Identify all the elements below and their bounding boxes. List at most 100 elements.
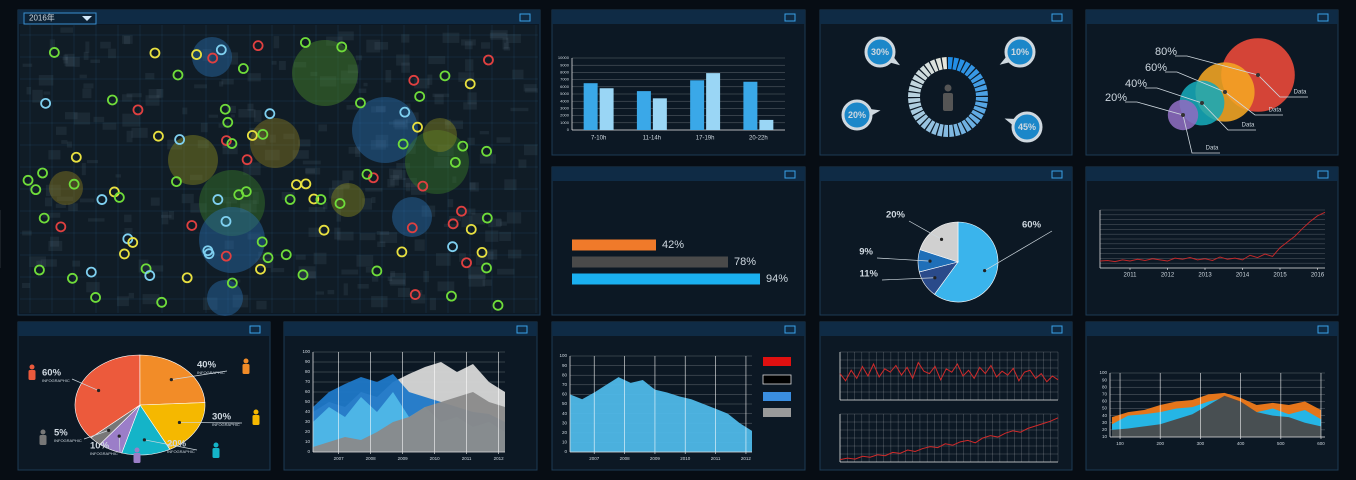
map-block xyxy=(29,256,46,268)
y-tick-label: 1000 xyxy=(560,120,570,125)
bar xyxy=(572,273,760,285)
map-block xyxy=(161,211,169,225)
map-marker xyxy=(119,248,130,260)
map-block xyxy=(496,137,511,143)
map-marker xyxy=(55,221,67,233)
value-label: 5% xyxy=(54,428,68,439)
ring-segment xyxy=(948,57,953,70)
y-tick-label: 10 xyxy=(562,440,568,445)
value-label: 40% xyxy=(197,360,217,371)
panel-header xyxy=(1086,167,1338,181)
y-tick-label: 50 xyxy=(562,401,568,406)
pie-slice xyxy=(74,354,141,439)
map-marker xyxy=(280,249,292,261)
x-tick-label: 7-10h xyxy=(591,136,606,142)
map-block xyxy=(269,134,276,143)
leader-line xyxy=(179,422,243,424)
map-block xyxy=(100,41,111,49)
panel xyxy=(551,9,806,156)
value-label: 30% xyxy=(871,47,889,57)
map-block xyxy=(497,268,515,275)
map-block xyxy=(124,214,132,223)
map-block xyxy=(366,39,381,53)
map-marker xyxy=(172,69,184,81)
map-block xyxy=(432,93,450,98)
map-marker xyxy=(461,257,472,269)
map-block xyxy=(310,71,318,77)
y-tick-label: 90 xyxy=(305,359,311,364)
leader-dot xyxy=(177,420,182,425)
dropdown-arrow xyxy=(82,16,92,21)
y-tick-label: 10 xyxy=(1102,434,1108,439)
map-block xyxy=(264,149,280,161)
bar xyxy=(599,88,614,130)
map-block xyxy=(22,282,31,289)
y-tick-label: 6000 xyxy=(560,84,570,89)
map-block xyxy=(437,145,454,157)
dropdown-box[interactable] xyxy=(23,12,97,25)
map-block xyxy=(363,82,368,87)
map-block xyxy=(371,296,388,308)
map-block xyxy=(355,55,363,61)
category-label: Data xyxy=(1294,90,1307,96)
year-dropdown[interactable]: 2016年 xyxy=(23,12,97,25)
map-block xyxy=(518,159,527,168)
map-block xyxy=(82,88,92,99)
map-block xyxy=(49,39,56,49)
category-label: INFOGRAPHIC xyxy=(167,449,195,454)
map-blob xyxy=(392,197,432,237)
map-blob xyxy=(292,40,358,106)
map-marker xyxy=(226,277,238,289)
map-marker xyxy=(38,212,50,224)
map-block xyxy=(442,32,460,43)
ring-segment xyxy=(913,110,926,121)
map-block xyxy=(506,212,522,224)
map-block xyxy=(489,32,507,39)
map-block xyxy=(465,59,474,72)
map-block xyxy=(394,118,409,130)
map-block xyxy=(147,265,164,272)
y-tick-label: 0 xyxy=(564,449,567,454)
y-tick-label: 5000 xyxy=(560,91,570,96)
map-marker xyxy=(68,178,80,190)
person-body xyxy=(943,93,953,111)
panel-header xyxy=(820,167,1072,181)
ring-segment xyxy=(916,114,929,126)
map-block xyxy=(102,122,117,130)
panel-icon xyxy=(516,325,528,334)
map-marker xyxy=(449,156,461,168)
leader-line xyxy=(118,436,121,453)
map-block xyxy=(467,92,477,105)
category-label: Data xyxy=(1242,123,1255,129)
x-tick-label: 2010 xyxy=(680,456,691,461)
map-block xyxy=(503,47,511,51)
category-label: INFOGRAPHIC xyxy=(90,451,118,456)
value-label: 20% xyxy=(886,210,906,221)
map-block xyxy=(508,249,522,259)
map-block xyxy=(302,160,321,165)
map-block xyxy=(385,69,392,83)
map-block xyxy=(44,197,53,207)
map-blob xyxy=(199,207,265,273)
ring-segment xyxy=(909,80,923,89)
ring-segment xyxy=(919,65,931,78)
person-icon-head xyxy=(213,442,219,448)
map-block xyxy=(490,30,508,40)
map-block xyxy=(445,120,464,129)
map-block xyxy=(85,41,90,53)
map-block xyxy=(43,91,51,95)
map-marker xyxy=(256,236,268,248)
map-block xyxy=(389,168,402,179)
map-block xyxy=(145,95,160,106)
map-marker xyxy=(291,179,302,191)
map-marker xyxy=(412,121,423,133)
map-block xyxy=(55,203,66,208)
map-marker xyxy=(212,194,224,205)
map-marker xyxy=(409,289,421,300)
leader-line xyxy=(171,370,228,380)
value-label: 60% xyxy=(1022,220,1042,231)
map-marker xyxy=(264,108,276,120)
callout xyxy=(841,99,873,131)
map-block xyxy=(414,239,425,251)
